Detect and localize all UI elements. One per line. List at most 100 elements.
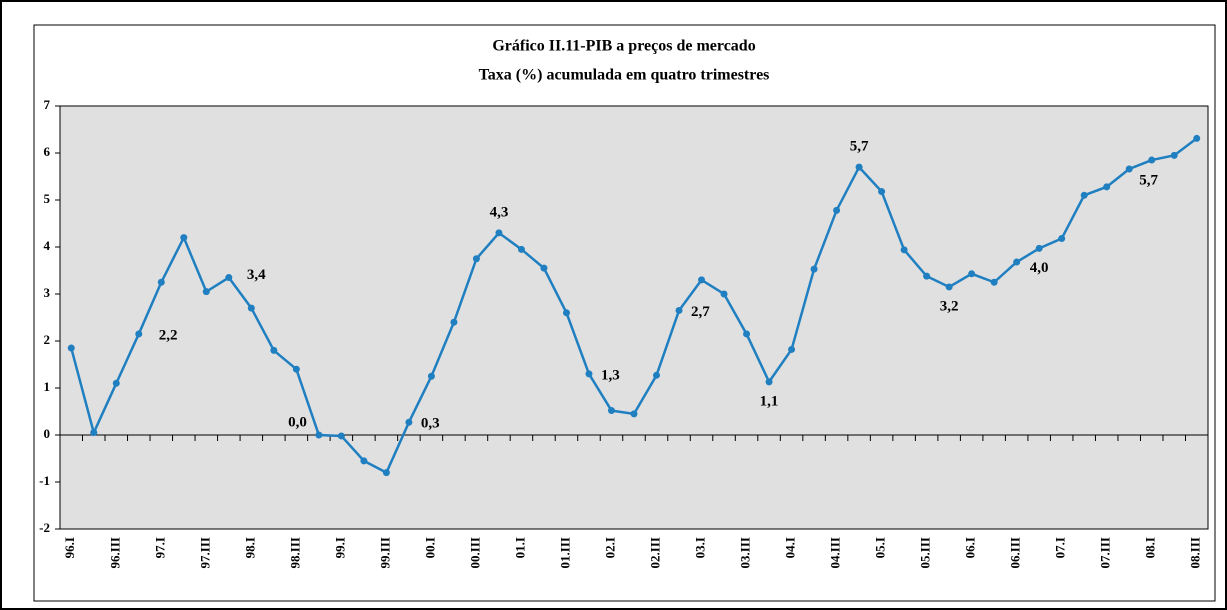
x-tick-label: 97.I [152,537,167,558]
data-point [450,318,458,326]
data-point [540,264,548,272]
data-label: 1,3 [601,367,620,383]
data-point [472,255,480,263]
data-point [833,206,841,214]
y-tick-label: 3 [44,285,51,300]
data-point [720,290,728,298]
x-tick-label: 04.III [828,537,843,568]
data-point [855,163,863,171]
x-tick-label: 97.III [197,537,212,568]
x-tick-label: 07.I [1053,537,1068,558]
y-tick-label: -1 [39,473,50,488]
y-tick-label: 0 [44,426,51,441]
data-point [810,265,818,273]
y-tick-label: -2 [39,520,50,535]
data-point [1170,151,1178,159]
x-tick-label: 03.I [693,537,708,558]
data-point [112,379,120,387]
data-point [360,457,368,465]
plot-area [59,105,1209,530]
data-label: 3,4 [247,267,266,283]
data-label: 4,0 [1030,260,1049,276]
x-tick-label: 05.III [918,537,933,568]
data-point [1148,156,1156,164]
data-point [157,278,165,286]
data-point [247,304,255,312]
data-point [405,418,413,426]
chart-subtitle: Taxa (%) acumulada em quatro trimestres [479,67,770,84]
x-tick-label: 06.III [1008,537,1023,568]
x-tick-label: 06.I [963,537,978,558]
data-point [923,272,931,280]
data-point [585,370,593,378]
x-tick-label: 99.III [377,537,392,568]
data-point [968,270,976,278]
data-label: 5,7 [1139,172,1158,188]
y-tick-label: 6 [44,144,51,159]
data-label: 0,0 [288,414,307,430]
x-tick-label: 07.III [1098,537,1113,568]
x-tick-label: 01.III [557,537,572,568]
data-point [517,245,525,253]
data-point [382,469,390,477]
x-tick-label: 05.I [873,537,888,558]
data-point [1058,235,1066,243]
data-point [743,330,751,338]
data-point [900,246,908,254]
data-point [427,372,435,380]
data-label: 5,7 [850,139,869,155]
data-point [698,276,706,284]
data-point [1103,183,1111,191]
x-tick-label: 08.I [1143,537,1158,558]
data-point [135,330,143,338]
y-tick-label: 2 [44,332,51,347]
chart-title: Gráfico II.11-PIB a preços de mercado [492,38,755,55]
x-tick-label: 98.I [242,537,257,558]
data-point [292,365,300,373]
data-label: 3,2 [940,298,959,314]
data-point [878,188,886,196]
data-label: 4,3 [490,204,509,220]
data-point [67,344,75,352]
data-point [607,407,615,415]
data-label: 2,2 [159,327,178,343]
x-tick-label: 98.III [287,537,302,568]
y-tick-label: 7 [44,97,51,112]
data-point [495,229,503,237]
x-tick-label: 08.III [1188,537,1203,568]
data-point [337,432,345,440]
y-tick-label: 4 [44,238,51,253]
data-point [1080,191,1088,199]
x-tick-label: 96.III [107,537,122,568]
data-point [765,378,773,386]
x-tick-label: 01.I [512,537,527,558]
data-point [1013,258,1021,266]
data-point [315,431,323,439]
x-tick-label: 02.I [602,537,617,558]
x-tick-label: 99.I [332,537,347,558]
data-point [675,306,683,314]
data-label: 2,7 [691,304,710,320]
data-point [90,429,98,437]
y-tick-label: 1 [44,379,51,394]
data-point [562,309,570,317]
data-point [630,410,638,418]
data-point [945,283,953,291]
data-point [270,346,278,354]
data-point [788,345,796,353]
x-tick-label: 00.I [422,537,437,558]
data-point [653,371,661,379]
data-point [990,278,998,286]
data-label: 1,1 [760,393,779,409]
data-point [202,288,210,296]
x-tick-label: 00.III [467,537,482,568]
data-label: 0,3 [421,416,440,432]
data-point [1125,165,1133,173]
x-tick-label: 04.I [783,537,798,558]
x-tick-label: 96.I [62,537,77,558]
data-point [180,234,188,242]
data-point [225,274,233,282]
data-point [1193,134,1201,142]
x-tick-label: 03.III [738,537,753,568]
